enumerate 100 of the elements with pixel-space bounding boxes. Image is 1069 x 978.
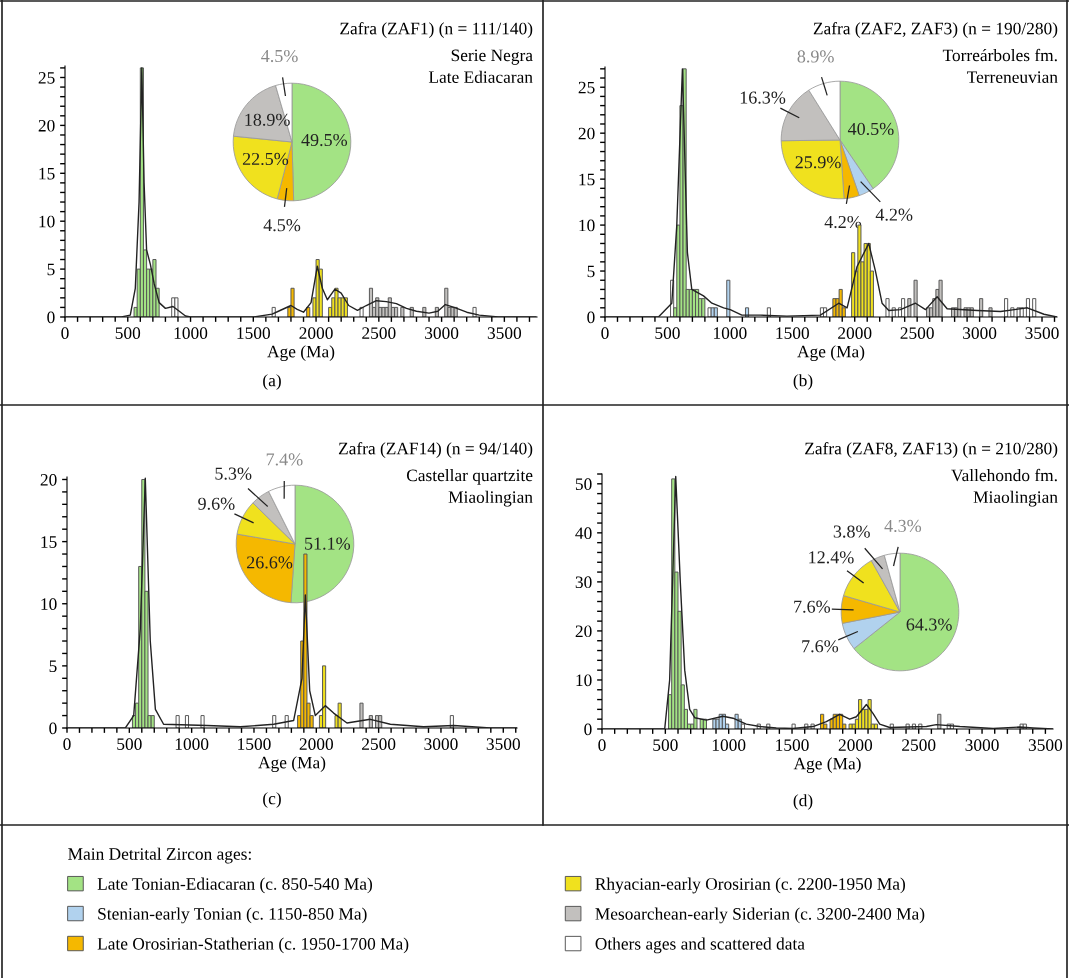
x-tick-label: 3500 xyxy=(1028,739,1063,751)
y-tick-label: 25 xyxy=(578,81,595,94)
data-label: 7.4% xyxy=(266,453,303,466)
y-tick-label: 15 xyxy=(41,536,57,548)
y-tick-label: 20 xyxy=(40,473,57,486)
x-tick-label: 0 xyxy=(598,739,606,751)
x-tick-label: 2000 xyxy=(299,327,333,339)
y-tick-label: 25 xyxy=(38,72,55,84)
x-tick-label: 1000 xyxy=(175,738,209,750)
x-tick-label: 1500 xyxy=(238,738,271,750)
x-tick-label: 1000 xyxy=(712,739,746,751)
data-label: 64.3% xyxy=(906,618,952,631)
x-axis-title: Age (Ma) xyxy=(258,756,326,773)
data-label: 9.6% xyxy=(198,497,235,510)
data-label: 8.9% xyxy=(797,50,834,63)
chart-subtitle: Serie Negra Late Ediacaran xyxy=(428,49,533,83)
x-tick-label: 500 xyxy=(655,327,680,339)
data-label: 4.2% xyxy=(824,215,862,229)
chart-title: Zafra (ZAF2, ZAF3) (n = 190/280) xyxy=(813,22,1058,38)
chart-title: Zafra (ZAF14) (n = 94/140) xyxy=(338,442,533,458)
x-tick-label: 2500 xyxy=(362,738,396,750)
legend-label: Rhyacian-early Orosirian (c. 2200-1950 Ma) xyxy=(595,877,906,894)
x-tick-label: 0 xyxy=(63,738,71,750)
data-label: 18.9% xyxy=(245,113,290,126)
x-tick-label: 2000 xyxy=(299,738,334,750)
x-tick-label: 2500 xyxy=(902,739,936,751)
x-tick-label: 1500 xyxy=(776,739,809,751)
text: (a) xyxy=(263,374,281,390)
y-tick-label: 0 xyxy=(49,722,57,735)
x-tick-label: 3000 xyxy=(425,327,459,339)
y-tick-label: 20 xyxy=(38,119,55,132)
y-tick-label: 0 xyxy=(584,723,592,736)
data-label: 5.3% xyxy=(215,467,252,480)
legend-label: Late Orosirian-Statherian (c. 1950-1700 Ma) xyxy=(97,937,409,954)
x-tick-label: 500 xyxy=(117,738,142,750)
data-label: 4.2% xyxy=(875,208,913,221)
y-tick-label: 40 xyxy=(575,527,592,540)
y-tick-label: 0 xyxy=(587,311,595,324)
y-tick-label: 20 xyxy=(575,625,592,638)
data-label: 12.4% xyxy=(809,551,854,564)
data-label: 16.3% xyxy=(740,91,786,104)
y-tick-label: 5 xyxy=(47,263,55,276)
chart-title: Zafra (ZAF1) (n = 111/140) xyxy=(340,22,533,38)
x-tick-label: 1000 xyxy=(714,327,747,339)
chart-subtitle: Castellar quartzite Miaolingian xyxy=(406,469,533,507)
y-tick-label: 5 xyxy=(587,265,595,278)
legend-label: Others ages and scattered data xyxy=(595,937,805,954)
x-tick-label: 3000 xyxy=(965,739,999,751)
x-tick-label: 2500 xyxy=(900,327,934,339)
x-axis-title: Age (Ma) xyxy=(793,757,861,774)
data-label: 51.1% xyxy=(305,537,351,550)
y-tick-label: 50 xyxy=(575,478,592,490)
y-tick-label: 10 xyxy=(576,674,592,687)
x-tick-label: 3500 xyxy=(487,327,522,339)
x-tick-label: 3000 xyxy=(424,738,458,750)
data-label: 7.6% xyxy=(802,640,839,653)
legend-title: Main Detrital Zircon ages: xyxy=(68,847,251,864)
x-axis-title: Age (Ma) xyxy=(797,345,865,362)
x-tick-label: 3500 xyxy=(486,738,520,750)
x-tick-label: 2000 xyxy=(838,327,872,339)
data-label: 4.3% xyxy=(884,519,922,533)
x-tick-label: 2000 xyxy=(838,739,873,751)
y-tick-label: 10 xyxy=(41,598,57,610)
chart-subtitle: Vallehondo fm. Miaolingian xyxy=(951,468,1058,507)
x-tick-label: 2500 xyxy=(362,327,396,339)
y-tick-label: 15 xyxy=(39,167,55,180)
chart-title: Zafra (ZAF8, ZAF13) (n = 210/280) xyxy=(805,442,1058,458)
x-tick-label: 0 xyxy=(601,327,609,339)
x-tick-label: 3500 xyxy=(1025,327,1059,339)
text: (b) xyxy=(793,374,813,390)
x-tick-label: 500 xyxy=(653,739,678,751)
y-tick-label: 10 xyxy=(579,219,595,232)
y-tick-label: 15 xyxy=(579,173,595,186)
x-tick-label: 1000 xyxy=(174,327,208,339)
legend-label: Stenian-early Tonian (c. 1150-850 Ma) xyxy=(98,907,367,924)
text: (d) xyxy=(793,794,813,810)
data-label: 49.5% xyxy=(301,133,348,147)
data-label: 4.5% xyxy=(263,219,301,232)
data-label: 22.5% xyxy=(242,152,289,166)
y-tick-label: 20 xyxy=(578,127,595,140)
x-tick-label: 1500 xyxy=(237,327,270,339)
data-label: 4.5% xyxy=(261,49,298,63)
data-label: 3.8% xyxy=(833,525,870,538)
x-axis-title: Age (Ma) xyxy=(267,345,335,362)
y-tick-label: 30 xyxy=(575,576,592,589)
legend-label: Mesoarchean-early Siderian (c. 3200-2400 Ma) xyxy=(595,907,925,924)
data-label: 7.6% xyxy=(794,600,831,613)
data-label: 40.5% xyxy=(847,122,894,136)
legend-label: Late Tonian-Ediacaran (c. 850-540 Ma) xyxy=(97,877,373,894)
x-tick-label: 1500 xyxy=(776,327,809,339)
x-tick-label: 0 xyxy=(61,327,69,339)
chart-subtitle: Torreárboles fm. Terreneuvian xyxy=(942,48,1058,83)
text: (c) xyxy=(263,792,281,808)
y-tick-label: 0 xyxy=(47,311,55,324)
y-tick-label: 10 xyxy=(39,215,55,228)
data-label: 26.6% xyxy=(247,556,293,569)
y-tick-label: 5 xyxy=(49,660,57,673)
x-tick-label: 500 xyxy=(115,327,141,339)
data-label: 25.9% xyxy=(795,156,841,169)
x-tick-label: 3000 xyxy=(963,327,997,339)
